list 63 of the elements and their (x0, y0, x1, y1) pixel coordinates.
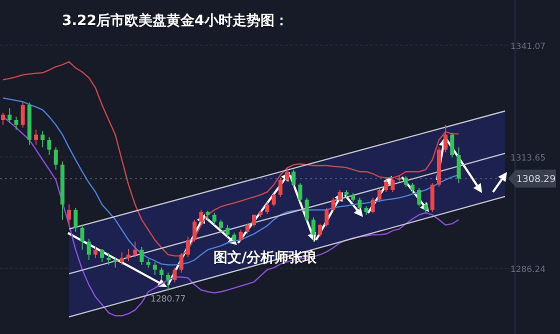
candlestick (140, 246, 144, 266)
candlestick (120, 252, 124, 266)
candlestick (93, 246, 98, 258)
candlestick (34, 129, 38, 146)
candlestick (74, 207, 78, 232)
candlestick (54, 146, 58, 170)
candlestick (278, 177, 282, 198)
candlestick (126, 248, 130, 262)
candlestick (456, 146, 461, 184)
candlestick (47, 136, 52, 156)
candlestick (152, 261, 157, 276)
candlestick (186, 236, 190, 258)
candlestick (100, 248, 104, 262)
candlestick (410, 182, 415, 194)
candlestick (324, 207, 329, 228)
candlestick (331, 197, 336, 212)
candlestick (318, 223, 322, 238)
annotation: 1280.77 (150, 294, 186, 305)
text: 3.22后市欧美盘黄金4小时走势图： (62, 12, 288, 29)
candlestick (450, 132, 454, 158)
candlestick (199, 209, 204, 226)
candlestick (417, 187, 422, 207)
candlestick (113, 256, 118, 268)
candlestick (8, 108, 12, 124)
candlestick (238, 229, 243, 242)
candlestick (298, 182, 302, 203)
candlestick (304, 197, 309, 222)
candlestick (384, 180, 388, 193)
candlestick (245, 223, 250, 234)
candlestick (424, 202, 428, 214)
candlestick (311, 216, 316, 242)
candlestick (338, 189, 342, 202)
candlestick (265, 202, 270, 214)
candlestick (20, 102, 25, 128)
line-series (2, 116, 460, 316)
candlestick (166, 272, 170, 292)
candlestick (160, 267, 164, 280)
candlestick (226, 224, 230, 238)
candlestick (14, 116, 18, 130)
candlestick (212, 212, 216, 226)
y-tick-label: 1341.07 (510, 42, 546, 52)
candlestick (285, 167, 290, 182)
candlestick (292, 169, 296, 188)
candlestick (80, 224, 84, 250)
candlestick (40, 130, 45, 148)
candlestick (378, 188, 382, 202)
ref-line-label: 1308.29 (516, 174, 556, 186)
candlestick (272, 193, 276, 207)
candlestick (218, 219, 223, 230)
y-tick-label: 1286.24 (510, 264, 546, 275)
candlestick (86, 238, 91, 260)
y-tick-label: 1313.65 (510, 153, 546, 164)
candlestick (192, 219, 197, 242)
candlestick (390, 176, 395, 193)
candlestick (133, 241, 138, 258)
candlestick (106, 252, 111, 266)
candlestick (67, 204, 72, 226)
candlestick (1, 112, 5, 126)
candlestick (172, 267, 177, 283)
candlestick (358, 197, 362, 210)
candlestick (370, 197, 375, 214)
candlestick (179, 252, 184, 274)
candlestick (404, 176, 408, 188)
